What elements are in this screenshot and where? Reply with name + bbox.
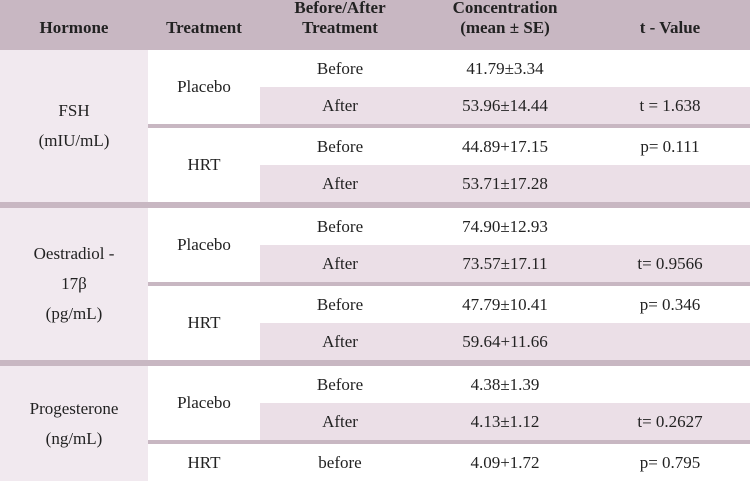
table-row: After 73.57±17.11 t= 0.9566 [0,245,750,284]
stat-cell [590,165,750,205]
concentration-cell: 4.09+1.72 [420,440,590,481]
header-cell: t - Value [590,0,750,47]
text-line: (mean ± SE) [460,18,550,37]
hormone-cell: Progesterone (ng/mL) [0,360,148,481]
hormone-cell: Oestradiol - 17β (pg/mL) [0,202,148,363]
treatment-cell: HRT [148,282,260,363]
table-row: Oestradiol - 17β (pg/mL) Placebo Before 74.90… [0,202,750,363]
timing-cell: After [260,245,420,284]
stat-cell: p= 0.111 [590,124,750,165]
timing-cell: After [260,165,420,205]
concentration-cell: 59.64+11.66 [420,323,590,363]
table-row: After 53.71±17.28 [0,165,750,205]
stat-cell [590,44,750,87]
table-row: After 59.64+11.66 [0,323,750,363]
text-line: Progesterone [29,398,119,418]
stat-cell: p= 0.346 [590,282,750,323]
table-body: FSH (mIU/mL) Placebo Before 41.79±3.34 After 5… [0,44,750,481]
stat-cell: t= 0.2627 [590,403,750,442]
treatment-cell: Placebo [148,202,260,284]
text-line: FSH [58,101,90,120]
timing-cell: Before [260,202,420,245]
stat-text: t = 1.638 [639,95,701,115]
stat-text: p= 0.346 [639,294,701,314]
concentration-cell: 53.96±14.44 [420,87,590,126]
text-line: Oestradiol - [33,244,115,263]
stat-cell [590,360,750,403]
text-line: Hormone [39,18,109,37]
concentration-cell: 47.79±10.41 [420,282,590,323]
header-cell: Hormone [0,0,148,47]
hormone-cell: FSH (mIU/mL) [0,44,148,205]
table-row: HRT Before 44.89+17.15 p= 0.111 [0,124,750,205]
text-line: t - Value [639,18,701,37]
treatment-cell: HRT [148,124,260,205]
stat-text: t= 0.9566 [637,253,703,273]
stat-cell [590,323,750,363]
timing-cell: Before [260,124,420,165]
hormone-table: Hormone Treatment Before/After Treatment Con… [0,0,750,481]
timing-cell: before [260,440,420,481]
treatment-cell: Placebo [148,360,260,442]
stat-text: t= 0.2627 [637,411,703,431]
stat-text: p= 0.795 [639,452,701,472]
concentration-cell: 4.13±1.12 [420,403,590,442]
table-row: After 4.13±1.12 t= 0.2627 [0,403,750,442]
timing-cell: Before [260,44,420,87]
treatment-cell: Placebo [148,44,260,126]
stat-cell [590,202,750,245]
table-row: After 53.96±14.44 t = 1.638 [0,87,750,126]
text-line: Treatment [166,18,242,37]
header-cell: Concentration (mean ± SE) [420,0,590,47]
timing-cell: After [260,323,420,363]
timing-cell: After [260,403,420,442]
text-line: (pg/mL) [45,304,103,323]
table-row: HRT Before 47.79±10.41 p= 0.346 [0,282,750,363]
concentration-cell: 44.89+17.15 [420,124,590,165]
concentration-cell: 4.38±1.39 [420,360,590,403]
concentration-cell: 74.90±12.93 [420,202,590,245]
timing-cell: After [260,87,420,126]
text-line: Concentration [452,0,558,17]
concentration-cell: 53.71±17.28 [420,165,590,205]
concentration-cell: 73.57±17.11 [420,245,590,284]
treatment-cell: HRT [148,440,260,481]
header-cell: Treatment [148,0,260,47]
stat-cell: t= 0.9566 [590,245,750,284]
table-row: HRT before 4.09+1.72 p= 0.795 [0,440,750,481]
timing-cell: Before [260,282,420,323]
concentration-cell: 41.79±3.34 [420,44,590,87]
table-row: FSH (mIU/mL) Placebo Before 41.79±3.34 [0,44,750,205]
stat-text: p= 0.111 [640,136,700,156]
text-line: (mIU/mL) [38,131,110,150]
timing-cell: Before [260,360,420,403]
header-cell: Before/After Treatment [260,0,420,47]
text-line: Before/After [294,0,386,17]
text-line: (ng/mL) [45,428,103,448]
stat-cell: t = 1.638 [590,87,750,126]
text-line: Treatment [302,18,378,37]
text-line: 17β [61,274,87,293]
stat-cell: p= 0.795 [590,440,750,481]
table-row: Progesterone (ng/mL) Placebo Before 4.38±1.3… [0,360,750,481]
header-row: Hormone Treatment Before/After Treatment Con… [0,0,750,47]
